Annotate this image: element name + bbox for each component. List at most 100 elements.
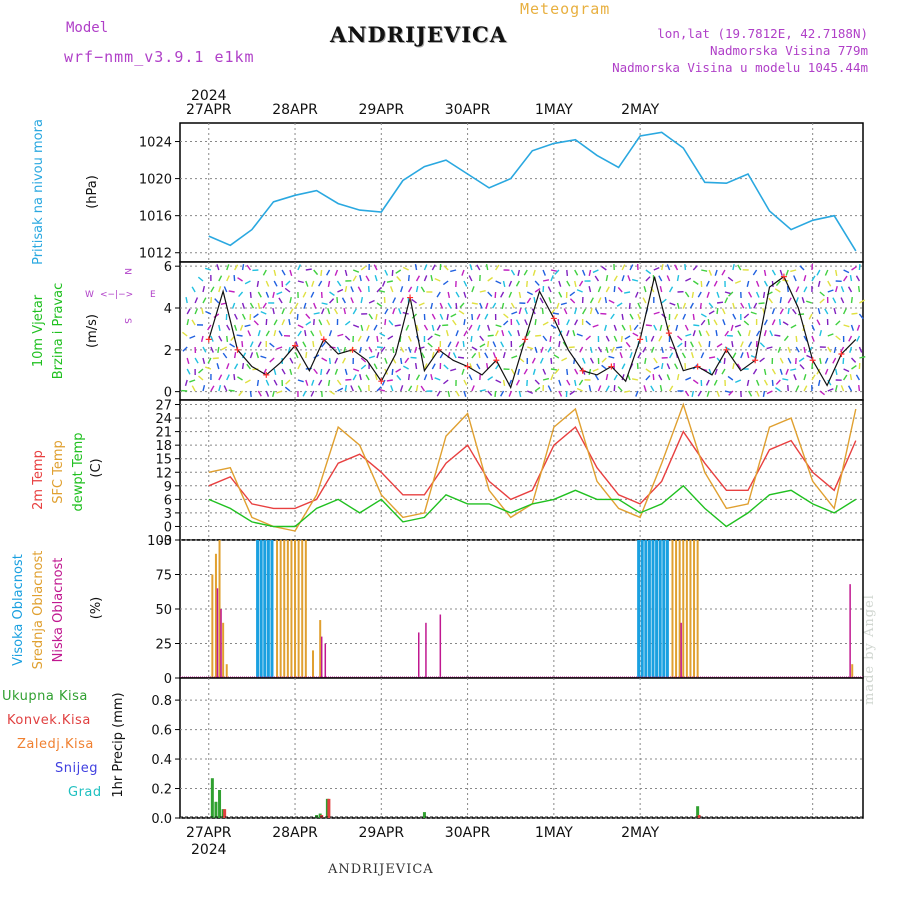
wind-arrow (539, 297, 544, 304)
wind-arrow (713, 319, 718, 326)
wind-arrow (297, 280, 304, 284)
wind-arrow (610, 313, 615, 320)
wind-arrow (681, 352, 687, 359)
wind-arrow (716, 291, 720, 298)
wind-arrow (423, 275, 428, 282)
wind-arrow (592, 269, 599, 274)
wind-arrow (713, 280, 718, 287)
wind-arrow (803, 374, 807, 381)
wind-arrow (705, 330, 710, 337)
cloud-bar (439, 614, 442, 678)
wind-marker (522, 336, 529, 343)
wind-arrow (558, 280, 562, 287)
wind-arrow (746, 379, 750, 387)
wind-arrow (260, 310, 267, 315)
wind-arrow (459, 302, 465, 308)
y-tick-label: 100 (147, 534, 172, 549)
wind-arrow (572, 330, 576, 337)
wind-arrow (461, 269, 465, 276)
wind-arrow (691, 390, 695, 398)
wind-arrow (191, 385, 196, 392)
wind-arrow (477, 324, 481, 331)
wind-arrow (795, 385, 800, 392)
wind-arrow (492, 341, 497, 348)
wind-arrow (824, 368, 829, 375)
wind-arrow (766, 390, 773, 395)
wind-arrow (431, 324, 435, 331)
wind-arrow (407, 373, 411, 381)
wind-arrow (403, 365, 409, 370)
wind-arrow (360, 265, 367, 271)
wind-arrow (238, 390, 244, 397)
wind-arrow (479, 389, 486, 392)
cloud-bar (647, 540, 651, 678)
cloud-bar (637, 540, 641, 678)
wind-arrow (629, 264, 634, 271)
wind-arrow (585, 335, 591, 341)
wind-arrow (446, 313, 449, 321)
wind-arrow (644, 357, 647, 365)
wind-arrow (534, 318, 537, 326)
wind-arrow (423, 374, 428, 381)
wind-arrow (684, 390, 690, 397)
wind-arrow (191, 319, 196, 326)
wind-arrow (381, 379, 386, 386)
wind-arrow (360, 324, 364, 331)
compass-arrows: <−|−> (100, 290, 133, 300)
wind-arrow (843, 275, 848, 282)
wind-marker (493, 357, 500, 364)
wind-arrow (779, 368, 783, 375)
wind-arrow (487, 276, 493, 282)
wind-arrow (392, 346, 395, 354)
wind-arrow (276, 390, 283, 394)
wind-arrow (272, 307, 275, 315)
y-tick-label: 27 (155, 399, 172, 414)
wind-arrow (194, 297, 199, 304)
bottom-day-label: 29APR (359, 825, 405, 841)
wind-arrow (817, 308, 821, 315)
wind-arrow (699, 302, 702, 310)
y-tick-label: 3 (164, 507, 172, 522)
wind-arrow (605, 286, 610, 293)
wind-arrow (621, 313, 624, 321)
wind-arrow (771, 308, 776, 315)
wind-arrow (557, 318, 560, 326)
wind-arrow (782, 321, 789, 326)
wind-marker (407, 294, 414, 301)
precip-bar (696, 806, 700, 818)
precip-legend-item: Snijeg (55, 761, 98, 776)
cloud-bar (263, 540, 267, 678)
wind-arrow (303, 302, 307, 309)
wind-arrow (569, 298, 576, 304)
wind-arrow (690, 352, 694, 359)
wind-arrow (850, 296, 853, 304)
wind-arrow (581, 357, 586, 364)
wind-arrow (857, 285, 861, 293)
wind-arrow (850, 357, 857, 363)
wind-arrow (320, 308, 325, 315)
wind-arrow (653, 324, 658, 331)
wind-arrow (210, 385, 215, 392)
wind-arrow (234, 313, 238, 320)
cloud-bar (693, 540, 696, 678)
wind-arrow (241, 302, 246, 309)
wind-arrow (218, 324, 221, 332)
wind-arrow (604, 296, 608, 304)
wind-arrow (379, 332, 386, 337)
wind-arrow (676, 373, 680, 381)
wind-arrow (843, 269, 850, 274)
wind-arrow (708, 302, 714, 309)
wind-arrow (775, 280, 781, 287)
precip-bar (210, 778, 214, 818)
y-tick-label: 6 (164, 493, 172, 508)
top-year-label: 2024 (191, 88, 227, 104)
wind-arrow (605, 385, 610, 392)
wind-arrow (619, 352, 623, 359)
wind-arrow (787, 346, 791, 353)
wind-arrow (376, 287, 382, 293)
wind-arrow (218, 286, 222, 293)
wind-arrow (198, 368, 204, 374)
wind-arrow (414, 346, 418, 353)
wind-arrow (439, 352, 444, 359)
wind-arrow (305, 268, 312, 271)
